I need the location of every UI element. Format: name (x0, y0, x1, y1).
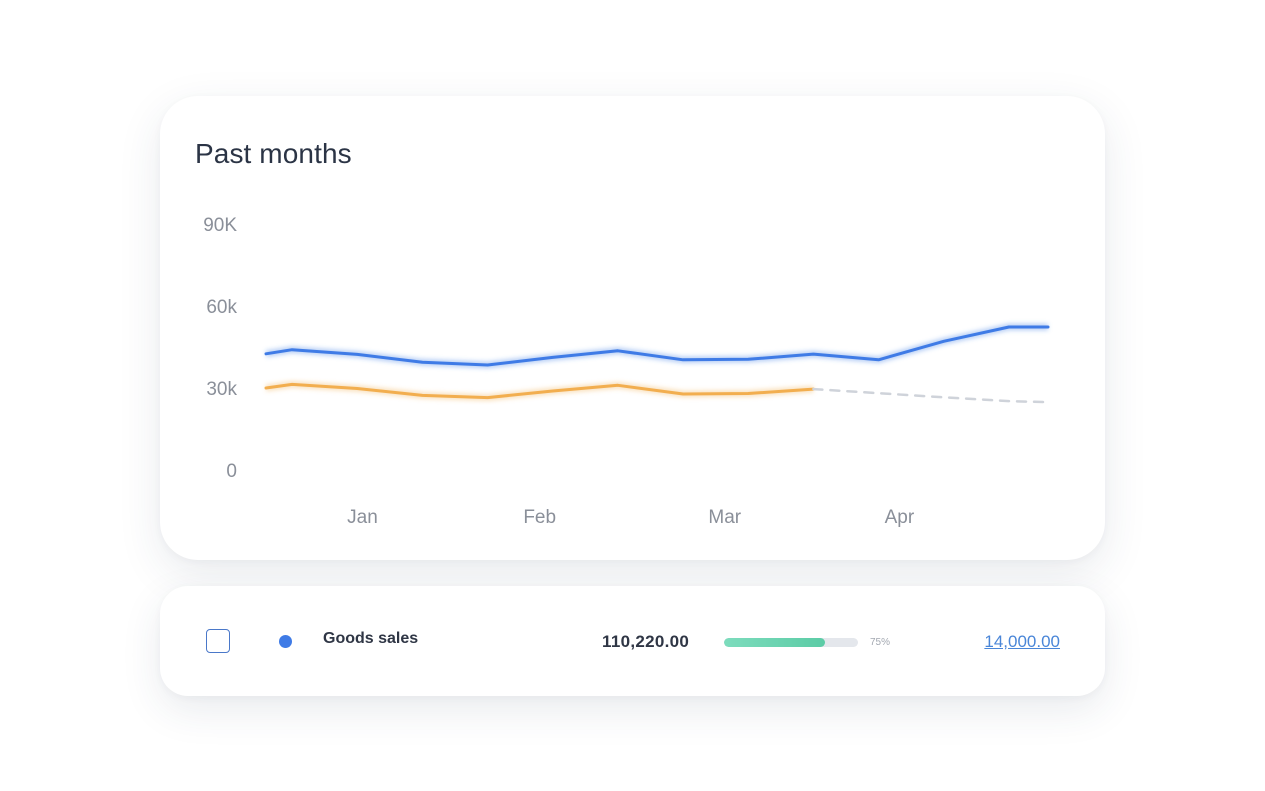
forecast-dashed-line (812, 387, 1050, 404)
progress-bar (724, 638, 858, 647)
progress-percent: 75% (870, 637, 891, 648)
x-axis-labels: Jan Feb Mar Apr (347, 507, 915, 528)
chart-card: Past months 0 30k 60k 90K Jan Feb Mar Apr (160, 96, 1105, 560)
series-line (264, 382, 815, 400)
series-color-dot (279, 635, 292, 648)
x-tick-label: Mar (708, 507, 741, 528)
row-checkbox[interactable] (206, 629, 230, 653)
y-tick-label: 30k (206, 379, 237, 400)
y-axis-labels: 0 30k 60k 90K (203, 215, 237, 482)
y-tick-label: 0 (226, 461, 237, 482)
x-tick-label: Feb (523, 507, 556, 528)
row-total-value: 110,220.00 (602, 632, 690, 651)
goods-sales-row: Goods sales 110,220.00 75% 14,000.00 (160, 586, 1105, 696)
y-tick-label: 90K (203, 215, 237, 236)
chart-title: Past months (195, 138, 352, 169)
y-tick-label: 60k (206, 297, 237, 318)
series-layer (264, 323, 1050, 404)
x-tick-label: Jan (347, 507, 378, 528)
row-name: Goods sales (323, 630, 419, 647)
progress-fill (724, 638, 825, 647)
series-line (264, 325, 1050, 367)
line-chart: 0 30k 60k 90K Jan Feb Mar Apr (203, 215, 1050, 528)
x-tick-label: Apr (885, 507, 915, 528)
row-amount-link[interactable]: 14,000.00 (984, 632, 1060, 651)
